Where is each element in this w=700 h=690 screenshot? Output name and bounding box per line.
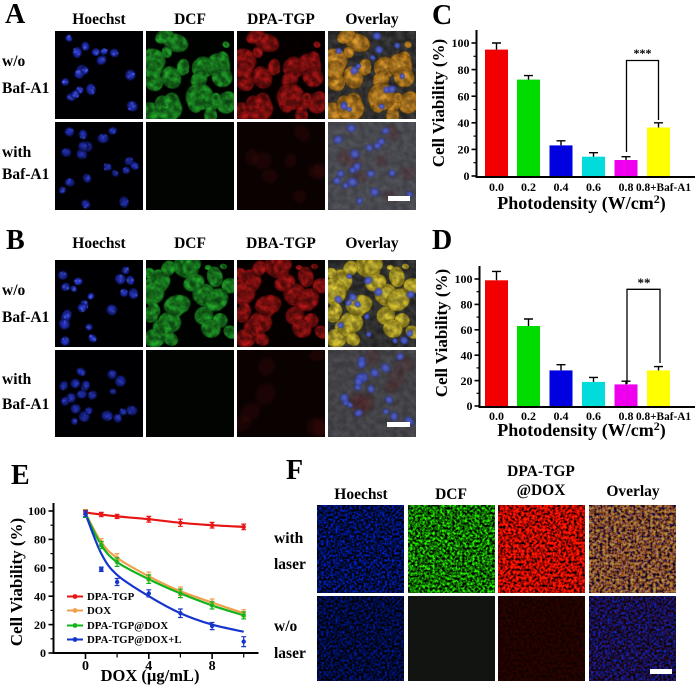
svg-text:40: 40 — [458, 116, 470, 130]
svg-text:DPA-TGP: DPA-TGP — [247, 11, 315, 28]
svg-text:0: 0 — [464, 169, 470, 183]
svg-text:DBA-TGP: DBA-TGP — [246, 235, 316, 252]
svg-text:Photodensity (W/cm2): Photodensity (W/cm2) — [497, 419, 666, 441]
svg-text:DOX (µg/mL): DOX (µg/mL) — [101, 666, 200, 685]
svg-text:DPA-TGP@DOX+L: DPA-TGP@DOX+L — [87, 634, 182, 646]
svg-text:100: 100 — [28, 504, 46, 518]
svg-text:20: 20 — [461, 374, 473, 388]
svg-text:8: 8 — [209, 659, 216, 674]
svg-text:A: A — [5, 0, 26, 30]
svg-text:0.2: 0.2 — [521, 409, 536, 423]
svg-text:Baf-A1: Baf-A1 — [2, 309, 49, 326]
svg-text:Photodensity (W/cm2): Photodensity (W/cm2) — [497, 192, 666, 214]
svg-text:with: with — [2, 371, 32, 388]
svg-text:w/o: w/o — [274, 618, 298, 635]
svg-text:E: E — [11, 460, 30, 491]
svg-text:Overlay: Overlay — [345, 235, 399, 252]
svg-text:0: 0 — [40, 646, 46, 660]
svg-text:with: with — [2, 144, 32, 161]
svg-text:0.6: 0.6 — [586, 409, 601, 423]
svg-text:20: 20 — [34, 618, 46, 632]
svg-text:60: 60 — [458, 89, 470, 103]
svg-text:F: F — [286, 455, 303, 486]
svg-text:B: B — [6, 225, 25, 256]
svg-text:0.8: 0.8 — [619, 180, 634, 194]
svg-text:Hoechst: Hoechst — [72, 235, 126, 252]
svg-text:Hoechst: Hoechst — [334, 486, 388, 503]
svg-text:@DOX: @DOX — [517, 482, 567, 499]
svg-text:DCF: DCF — [174, 235, 206, 252]
svg-text:Cell Viability (%): Cell Viability (%) — [7, 518, 26, 646]
svg-text:100: 100 — [452, 36, 470, 50]
svg-text:w/o: w/o — [2, 53, 26, 70]
svg-text:Baf-A1: Baf-A1 — [2, 396, 49, 413]
svg-text:80: 80 — [34, 533, 46, 547]
svg-text:DCF: DCF — [435, 486, 467, 503]
svg-text:laser: laser — [274, 556, 306, 573]
svg-text:0.0: 0.0 — [489, 180, 504, 194]
svg-text:0.8: 0.8 — [619, 409, 634, 423]
svg-text:0.0: 0.0 — [489, 409, 504, 423]
svg-text:DPA-TGP: DPA-TGP — [507, 463, 575, 480]
svg-text:**: ** — [638, 275, 651, 290]
svg-text:Baf-A1: Baf-A1 — [2, 80, 49, 97]
svg-text:80: 80 — [458, 63, 470, 77]
svg-text:DPA-TGP: DPA-TGP — [87, 591, 135, 603]
svg-text:DOX: DOX — [87, 605, 111, 617]
svg-text:0.8+Baf-A1: 0.8+Baf-A1 — [636, 182, 691, 194]
svg-text:***: *** — [634, 46, 652, 60]
svg-text:0.8+Baf-A1: 0.8+Baf-A1 — [636, 411, 691, 423]
svg-text:Overlay: Overlay — [345, 11, 399, 28]
svg-text:Cell Viability (%): Cell Viability (%) — [432, 269, 451, 397]
svg-text:Baf-A1: Baf-A1 — [2, 166, 49, 183]
svg-text:DPA-TGP@DOX: DPA-TGP@DOX — [87, 620, 168, 632]
svg-text:80: 80 — [461, 298, 473, 312]
svg-text:DCF: DCF — [174, 11, 206, 28]
svg-text:60: 60 — [34, 561, 46, 575]
svg-text:Hoechst: Hoechst — [72, 11, 126, 28]
svg-text:0.4: 0.4 — [554, 409, 569, 423]
svg-text:0: 0 — [467, 399, 473, 413]
svg-text:w/o: w/o — [2, 282, 26, 299]
svg-text:0.2: 0.2 — [521, 180, 536, 194]
svg-text:40: 40 — [461, 348, 473, 362]
svg-text:100: 100 — [455, 272, 473, 286]
svg-text:laser: laser — [274, 645, 306, 662]
svg-text:60: 60 — [461, 323, 473, 337]
svg-text:0.4: 0.4 — [554, 180, 569, 194]
svg-text:4: 4 — [145, 659, 152, 674]
svg-text:0: 0 — [82, 659, 89, 674]
svg-text:D: D — [432, 225, 452, 256]
svg-text:20: 20 — [458, 143, 470, 157]
svg-text:Cell Viability (%): Cell Viability (%) — [429, 39, 448, 167]
svg-text:with: with — [274, 530, 304, 547]
svg-text:40: 40 — [34, 589, 46, 603]
svg-text:Overlay: Overlay — [606, 483, 660, 500]
svg-text:C: C — [432, 0, 452, 31]
svg-text:0.6: 0.6 — [586, 180, 601, 194]
